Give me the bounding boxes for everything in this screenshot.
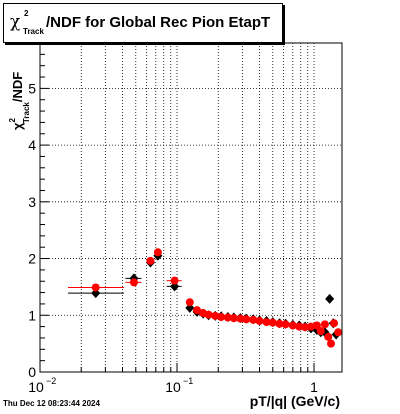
- x-tick-label-base: 10: [28, 379, 44, 395]
- data-point-circle: [255, 316, 264, 325]
- y-tick-label: 1: [28, 307, 36, 323]
- timestamp: Thu Dec 12 08:23:44 2024: [3, 399, 100, 408]
- data-point-circle: [242, 315, 251, 324]
- data-point-circle: [306, 322, 315, 331]
- title-subscript: Track: [23, 27, 44, 36]
- x-tick-label-exponent: −2: [46, 376, 56, 386]
- data-markers: [67, 248, 343, 348]
- data-point-circle: [236, 314, 245, 323]
- x-tick-label-base: 10: [165, 379, 181, 395]
- y-tick-label: 2: [28, 251, 36, 267]
- data-point-circle: [295, 322, 304, 331]
- data-point-diamond: [325, 293, 335, 304]
- data-point-circle: [288, 321, 297, 330]
- y-tick-label: 4: [28, 137, 36, 153]
- data-point-circle: [193, 306, 202, 315]
- x-tick-label: 1: [310, 379, 318, 395]
- data-point-circle: [129, 278, 138, 287]
- data-point-circle: [249, 315, 258, 324]
- data-point-circle: [330, 319, 339, 328]
- data-point-circle: [316, 327, 325, 336]
- data-point-circle: [327, 339, 336, 348]
- plot-border: [39, 42, 343, 373]
- axis-ticks: [39, 53, 315, 373]
- plot-frame: [39, 42, 343, 373]
- chart-title-box: χ 2 Track /NDF for Global Rec Pion EtapT: [3, 3, 283, 43]
- x-axis-label: pT/|q| (GeV/c): [250, 393, 340, 409]
- data-point-circle: [275, 319, 284, 328]
- data-point-circle: [312, 321, 321, 330]
- data-point-circle: [91, 283, 100, 292]
- grid-lines: [40, 43, 342, 372]
- y-tick-label: 0: [28, 364, 36, 380]
- data-point-circle: [268, 318, 277, 327]
- y-axis-label: χ2 Track/NDF: [8, 72, 31, 130]
- data-point-circle: [217, 312, 226, 321]
- data-point-circle: [223, 313, 232, 322]
- x-tick-label-exponent: −1: [183, 376, 193, 386]
- data-point-circle: [185, 298, 194, 307]
- data-point-circle: [146, 256, 155, 265]
- data-point-circle: [301, 323, 310, 332]
- data-point-circle: [211, 311, 220, 320]
- data-point-circle: [324, 332, 333, 341]
- data-point-circle: [153, 248, 162, 257]
- data-point-circle: [320, 320, 329, 329]
- data-point-circle: [281, 320, 290, 329]
- data-point-circle: [170, 276, 179, 285]
- data-point-circle: [204, 310, 213, 319]
- y-axis-label-text: χ2 Track/NDF: [8, 72, 31, 130]
- title-superscript: 2: [24, 9, 29, 18]
- y-tick-label: 3: [28, 194, 36, 210]
- data-point-circle: [334, 328, 343, 337]
- y-tick-label: 5: [28, 80, 36, 96]
- data-point-circle: [262, 318, 271, 327]
- title-chi-symbol: χ: [10, 12, 21, 32]
- data-point-circle: [229, 314, 238, 323]
- chart-title: /NDF for Global Rec Pion EtapT: [46, 14, 271, 31]
